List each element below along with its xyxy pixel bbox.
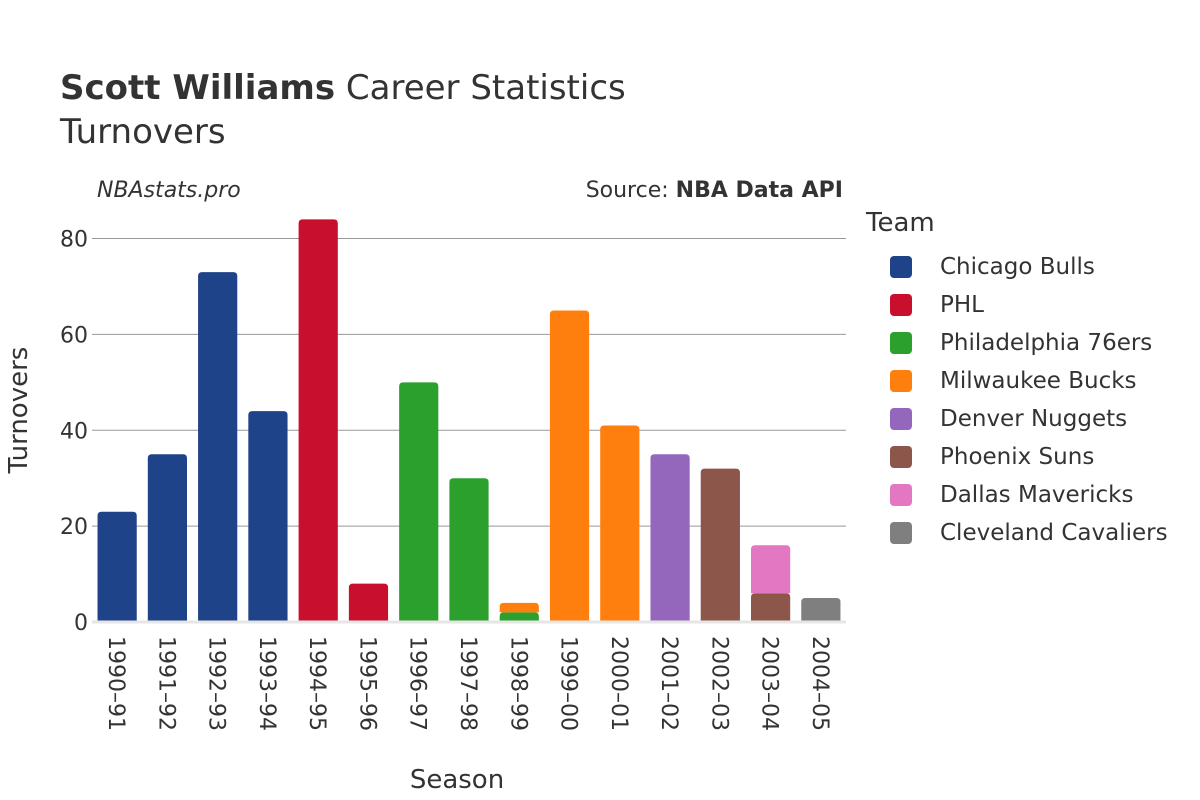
- y-axis-title: Turnovers: [4, 347, 34, 475]
- bar: [750, 545, 791, 594]
- legend-item[interactable]: Phoenix Suns: [866, 438, 1168, 476]
- legend-item[interactable]: Denver Nuggets: [866, 400, 1168, 438]
- x-tick-label: 2004–05: [807, 636, 832, 731]
- bar: [750, 593, 791, 622]
- x-tick-label: 2000–01: [606, 636, 631, 731]
- y-tick-label: 60: [60, 323, 88, 348]
- source-prefix: Source:: [585, 178, 676, 203]
- legend-swatch: [890, 484, 912, 506]
- legend-swatch: [890, 522, 912, 544]
- x-tick-label: 2002–03: [706, 636, 731, 731]
- x-tick-label: 1998–99: [505, 636, 530, 731]
- y-tick-label: 20: [60, 515, 88, 540]
- x-tick-label: 2003–04: [757, 636, 782, 731]
- legend-swatch: [890, 408, 912, 430]
- legend-swatch: [890, 256, 912, 278]
- bar: [650, 454, 690, 622]
- x-tick-label: 1995–96: [354, 636, 379, 731]
- bar: [147, 454, 188, 622]
- x-tick-label: 1999–00: [556, 636, 581, 731]
- legend-label: Milwaukee Bucks: [940, 368, 1137, 394]
- source-name: NBA Data API: [675, 178, 843, 203]
- legend-swatch: [890, 370, 912, 392]
- chart-subtitle: Turnovers: [60, 112, 226, 152]
- bar: [499, 602, 539, 613]
- legend-label: Dallas Mavericks: [940, 482, 1134, 508]
- legend-label: Chicago Bulls: [940, 254, 1095, 280]
- bar: [700, 468, 740, 622]
- bar: [801, 598, 841, 622]
- x-axis-title: Season: [410, 765, 504, 795]
- bar: [549, 310, 590, 622]
- legend-swatch: [890, 332, 912, 354]
- legend-item[interactable]: Cleveland Cavaliers: [866, 514, 1168, 552]
- legend: Team Chicago Bulls PHL Philadelphia 76ers M…: [866, 208, 1168, 552]
- legend-item[interactable]: Chicago Bulls: [866, 248, 1168, 286]
- x-tick-label: 1991–92: [153, 636, 178, 731]
- bar: [600, 425, 640, 622]
- legend-label: PHL: [940, 292, 984, 318]
- x-tick-label: 1993–94: [254, 636, 279, 731]
- bar: [198, 272, 238, 622]
- legend-swatch: [890, 446, 912, 468]
- legend-item[interactable]: Dallas Mavericks: [866, 476, 1168, 514]
- legend-item[interactable]: PHL: [866, 286, 1168, 324]
- y-tick-label: 80: [60, 228, 88, 253]
- legend-label: Phoenix Suns: [940, 444, 1095, 470]
- legend-swatch: [890, 294, 912, 316]
- x-tick-label: 1996–97: [405, 636, 430, 731]
- legend-title: Team: [866, 208, 935, 238]
- bar: [348, 583, 389, 622]
- player-name: Scott Williams: [60, 68, 336, 108]
- bar: [97, 511, 137, 622]
- chart-title: Scott Williams Career Statistics: [60, 68, 626, 108]
- bar: [298, 219, 338, 622]
- x-tick-label: 1994–95: [304, 636, 329, 731]
- bar: [248, 411, 288, 622]
- legend-label: Philadelphia 76ers: [940, 330, 1153, 356]
- bar: [399, 382, 439, 622]
- x-tick-label: 2001–02: [656, 636, 681, 731]
- x-tick-label: 1992–93: [204, 636, 229, 731]
- legend-item[interactable]: Philadelphia 76ers: [866, 324, 1168, 362]
- bar: [449, 478, 489, 622]
- x-tick-label: 1990–91: [103, 636, 128, 731]
- y-tick-label: 40: [60, 419, 88, 444]
- bar: [499, 612, 539, 622]
- brand-label: NBAstats.pro: [97, 178, 241, 203]
- source-label: Source: NBA Data API: [586, 178, 843, 203]
- title-suffix: Career Statistics: [335, 68, 626, 108]
- legend-label: Denver Nuggets: [940, 406, 1128, 432]
- legend-label: Cleveland Cavaliers: [940, 520, 1168, 546]
- legend-items: Chicago Bulls PHL Philadelphia 76ers Milwau…: [866, 248, 1168, 552]
- y-tick-label: 0: [74, 611, 88, 636]
- legend-item[interactable]: Milwaukee Bucks: [866, 362, 1168, 400]
- x-tick-label: 1997–98: [455, 636, 480, 731]
